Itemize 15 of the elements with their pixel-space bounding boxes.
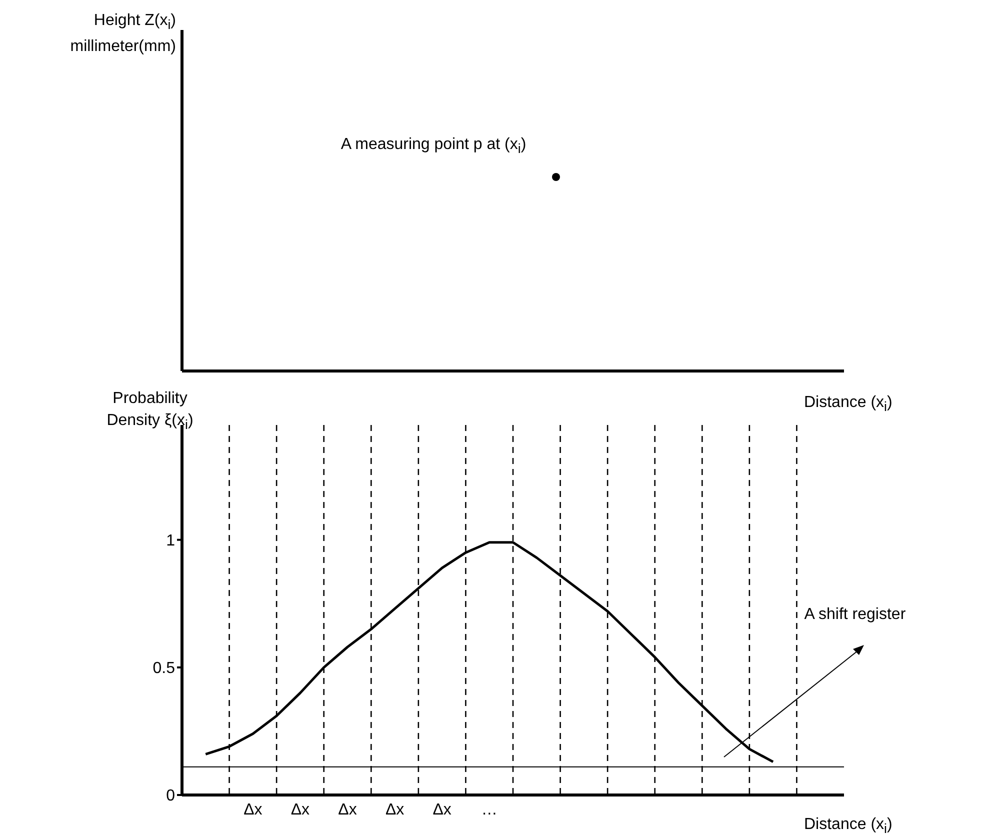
y-axis-title: Probability Density ξ(x$_{i}$) xyxy=(106,389,194,434)
annotation: A shift register xyxy=(804,606,906,624)
x-tick-label: Δx xyxy=(385,801,404,818)
x-axis-title: Distance (x$_{i}$) xyxy=(804,816,892,836)
y-tick-label: 1 xyxy=(166,532,176,550)
x-tick-label: Δx xyxy=(432,801,452,818)
x-tick-label: Δx xyxy=(244,801,262,818)
x-tick-label: Δx xyxy=(338,801,357,818)
x-tick-label: … xyxy=(481,801,498,818)
y-tick-label: 0.5 xyxy=(152,660,176,678)
x-tick-label: Δx xyxy=(290,801,310,818)
text: Height Z(x$_{i}$) millimeter(mm) xyxy=(69,11,176,58)
y-tick-label: 0 xyxy=(166,788,176,805)
text: Distance (x$_{i}$) xyxy=(804,394,892,414)
text: A measuring point p at (x$_{i}$) xyxy=(340,136,526,156)
